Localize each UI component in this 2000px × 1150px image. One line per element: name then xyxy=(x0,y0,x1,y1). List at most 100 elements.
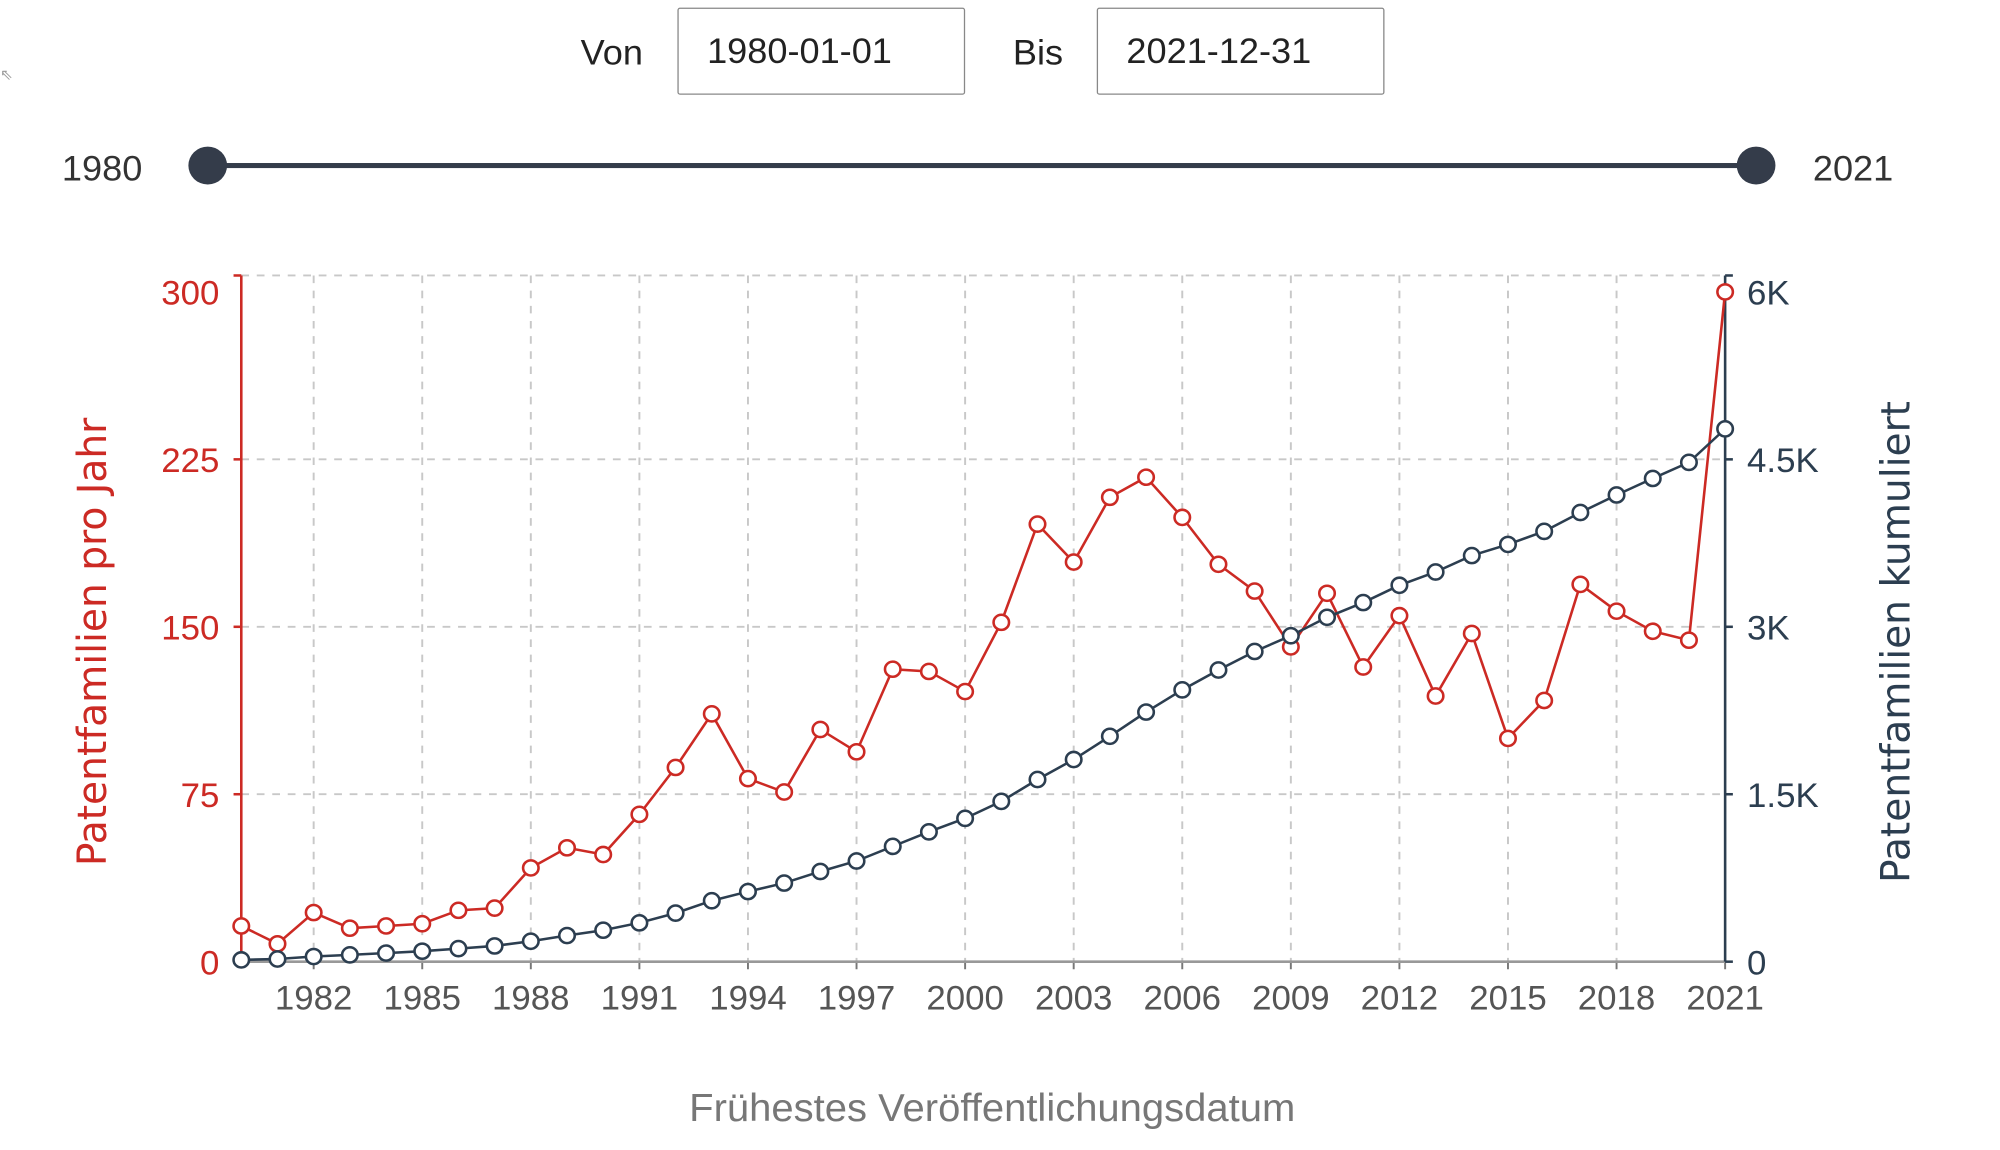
cumulative-data-point[interactable] xyxy=(1102,729,1117,744)
annual-data-point[interactable] xyxy=(1645,624,1660,639)
right-tick-label: 3K xyxy=(1747,610,1790,648)
annual-data-point[interactable] xyxy=(849,744,864,759)
cumulative-data-point[interactable] xyxy=(1030,772,1045,787)
right-axis-title: Patentfamilien kumuliert xyxy=(1873,401,1919,883)
cumulative-data-point[interactable] xyxy=(1175,682,1190,697)
annual-data-point[interactable] xyxy=(957,684,972,699)
cumulative-data-point[interactable] xyxy=(270,951,285,966)
cumulative-data-point[interactable] xyxy=(1355,595,1370,610)
cumulative-data-point[interactable] xyxy=(487,938,502,953)
x-tick-label: 1982 xyxy=(275,980,352,1018)
annual-data-point[interactable] xyxy=(451,903,466,918)
annual-data-point[interactable] xyxy=(487,901,502,916)
cumulative-series-line xyxy=(241,429,1725,960)
annual-data-point[interactable] xyxy=(1681,633,1696,648)
cumulative-data-point[interactable] xyxy=(813,864,828,879)
cumulative-data-point[interactable] xyxy=(1645,471,1660,486)
annual-data-point[interactable] xyxy=(1536,693,1551,708)
left-tick-label: 0 xyxy=(200,945,219,983)
annual-data-point[interactable] xyxy=(704,706,719,721)
cumulative-data-point[interactable] xyxy=(885,839,900,854)
cumulative-data-point[interactable] xyxy=(342,947,357,962)
annual-data-point[interactable] xyxy=(1355,659,1370,674)
annual-data-point[interactable] xyxy=(1392,608,1407,623)
cumulative-data-point[interactable] xyxy=(921,824,936,839)
cumulative-data-point[interactable] xyxy=(306,949,321,964)
cumulative-data-point[interactable] xyxy=(1319,610,1334,625)
cumulative-data-point[interactable] xyxy=(234,952,249,967)
cumulative-data-point[interactable] xyxy=(559,928,574,943)
cumulative-data-point[interactable] xyxy=(1392,578,1407,593)
cumulative-data-point[interactable] xyxy=(957,811,972,826)
annual-data-point[interactable] xyxy=(994,615,1009,630)
annual-data-point[interactable] xyxy=(523,860,538,875)
annual-data-point[interactable] xyxy=(1030,517,1045,532)
x-tick-label: 1985 xyxy=(384,980,461,1018)
annual-data-point[interactable] xyxy=(415,916,430,931)
annual-data-point[interactable] xyxy=(668,760,683,775)
cumulative-data-point[interactable] xyxy=(1464,548,1479,563)
cumulative-data-point[interactable] xyxy=(1428,564,1443,579)
right-tick-label: 1.5K xyxy=(1747,777,1819,815)
annual-data-point[interactable] xyxy=(1175,510,1190,525)
cumulative-data-point[interactable] xyxy=(378,945,393,960)
cumulative-data-point[interactable] xyxy=(704,893,719,908)
annual-data-point[interactable] xyxy=(1138,470,1153,485)
annual-data-point[interactable] xyxy=(378,918,393,933)
left-tick-label: 300 xyxy=(161,275,219,313)
x-tick-label: 1988 xyxy=(492,980,569,1018)
annual-data-point[interactable] xyxy=(1500,731,1515,746)
x-tick-label: 2021 xyxy=(1686,980,1763,1018)
x-tick-label: 2015 xyxy=(1469,980,1546,1018)
cumulative-data-point[interactable] xyxy=(776,876,791,891)
cumulative-data-point[interactable] xyxy=(994,794,1009,809)
annual-data-point[interactable] xyxy=(1717,284,1732,299)
annual-data-point[interactable] xyxy=(1609,604,1624,619)
cumulative-data-point[interactable] xyxy=(1247,644,1262,659)
annual-data-point[interactable] xyxy=(1573,577,1588,592)
annual-data-point[interactable] xyxy=(885,662,900,677)
cumulative-data-point[interactable] xyxy=(1283,628,1298,643)
cumulative-data-point[interactable] xyxy=(1573,505,1588,520)
annual-data-point[interactable] xyxy=(776,784,791,799)
annual-data-point[interactable] xyxy=(270,936,285,951)
cumulative-data-point[interactable] xyxy=(1609,487,1624,502)
patent-dashboard: ⇖ Von Bis 1980 2021 19821985198819911994… xyxy=(0,0,2000,1150)
annual-data-point[interactable] xyxy=(559,840,574,855)
annual-data-point[interactable] xyxy=(740,771,755,786)
cumulative-data-point[interactable] xyxy=(668,906,683,921)
cumulative-data-point[interactable] xyxy=(1536,524,1551,539)
annual-data-point[interactable] xyxy=(632,807,647,822)
x-tick-label: 2009 xyxy=(1252,980,1329,1018)
x-tick-label: 2012 xyxy=(1361,980,1438,1018)
annual-data-point[interactable] xyxy=(1211,557,1226,572)
cumulative-data-point[interactable] xyxy=(595,923,610,938)
cumulative-data-point[interactable] xyxy=(451,941,466,956)
annual-data-point[interactable] xyxy=(234,918,249,933)
cumulative-data-point[interactable] xyxy=(1500,537,1515,552)
cumulative-data-point[interactable] xyxy=(849,853,864,868)
left-tick-label: 75 xyxy=(181,777,220,815)
annual-data-point[interactable] xyxy=(921,664,936,679)
cumulative-data-point[interactable] xyxy=(415,944,430,959)
annual-data-point[interactable] xyxy=(595,847,610,862)
annual-data-point[interactable] xyxy=(813,722,828,737)
annual-data-point[interactable] xyxy=(1102,490,1117,505)
x-tick-label: 1994 xyxy=(709,980,786,1018)
annual-data-point[interactable] xyxy=(306,905,321,920)
cumulative-data-point[interactable] xyxy=(1681,455,1696,470)
cumulative-data-point[interactable] xyxy=(1717,421,1732,436)
cumulative-data-point[interactable] xyxy=(1138,704,1153,719)
annual-data-point[interactable] xyxy=(342,921,357,936)
cumulative-data-point[interactable] xyxy=(740,884,755,899)
annual-data-point[interactable] xyxy=(1428,688,1443,703)
annual-data-point[interactable] xyxy=(1247,583,1262,598)
cumulative-data-point[interactable] xyxy=(632,915,647,930)
annual-data-point[interactable] xyxy=(1464,626,1479,641)
annual-data-point[interactable] xyxy=(1066,554,1081,569)
annual-data-point[interactable] xyxy=(1319,586,1334,601)
left-tick-label: 150 xyxy=(161,610,219,648)
cumulative-data-point[interactable] xyxy=(523,934,538,949)
cumulative-data-point[interactable] xyxy=(1211,662,1226,677)
cumulative-data-point[interactable] xyxy=(1066,752,1081,767)
